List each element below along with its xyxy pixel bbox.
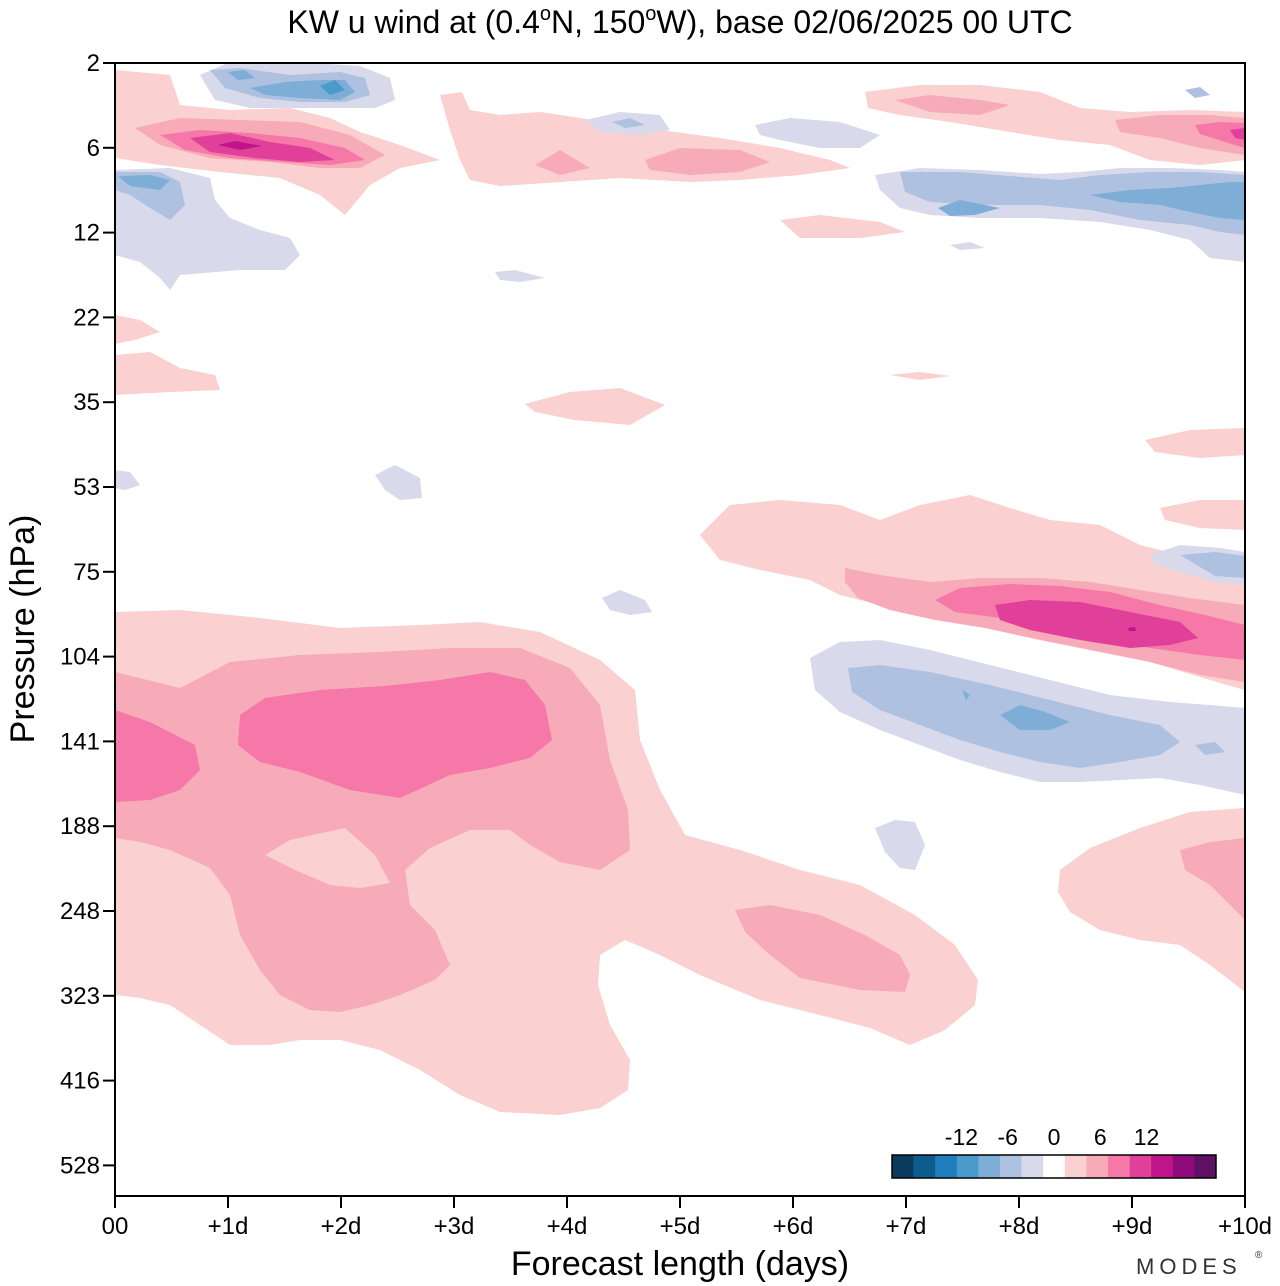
y-tick-label: 75 [73,559,100,586]
contour-region [115,315,160,344]
contour-region [780,215,905,238]
contour-region [238,672,552,798]
colorbar-swatch [1086,1155,1109,1178]
contour-region [1195,122,1245,148]
x-axis-title: Forecast length (days) [511,1245,849,1283]
x-tick-label: +2d [321,1213,362,1240]
y-tick-label: 22 [73,304,100,331]
y-axis: 2 6 12 22 35 53 75 104 141 188 248 323 416 528 [60,50,115,1179]
contour-region [890,372,950,380]
contour-region [1180,838,1245,920]
x-tick-label: +3d [434,1213,475,1240]
contour-region [1185,87,1210,98]
x-tick-label: +6d [773,1213,814,1240]
contour-region [602,590,652,615]
contour-region [228,70,255,80]
contour-region [612,118,645,128]
y-tick-label: 528 [60,1152,100,1179]
contour-region [265,828,390,888]
contour-fill [115,62,1245,1115]
colorbar-swatch [978,1155,1001,1178]
contour-region [1195,742,1225,755]
x-tick-label: +10d [1218,1213,1272,1240]
contour-region [190,133,335,162]
colorbar-swatch [1043,1155,1066,1178]
contour-region [1230,128,1245,140]
y-tick-label: 416 [60,1068,100,1095]
colorbar-swatch [892,1155,914,1178]
y-tick-label: 323 [60,983,100,1010]
contour-region [645,148,770,175]
y-tick-label: 188 [60,813,100,840]
contour-region [525,388,665,425]
colorbar-frame [891,1154,1217,1179]
colorbar-label: 0 [1048,1124,1061,1150]
x-tick-label: +9d [1112,1213,1153,1240]
contour-region [1128,627,1136,631]
contour-region [1090,182,1245,220]
y-tick-label: 2 [87,50,100,77]
colorbar-swatch [935,1155,958,1178]
contour-region [735,905,910,992]
contour-region [938,200,1000,216]
y-axis-title: Pressure (hPa) [4,515,42,744]
colorbar-swatch [913,1155,936,1178]
contour-region [495,270,545,282]
x-tick-label: +8d [999,1213,1040,1240]
contour-region [1180,552,1245,578]
contour-region [1000,705,1070,730]
y-tick-label: 12 [73,220,100,247]
colorbar: -12 -6 0 6 12 [891,1124,1217,1179]
contour-region [1160,500,1245,530]
modes-logo: MODES [1136,1254,1242,1279]
x-tick-label: +1d [208,1213,249,1240]
contour-region [950,242,985,250]
colorbar-swatch [1151,1155,1174,1178]
colorbar-label: 6 [1094,1124,1107,1150]
x-tick-label: 00 [102,1213,129,1240]
registered-mark: ® [1255,1250,1263,1261]
y-tick-label: 35 [73,389,100,416]
contour-region [115,352,220,395]
colorbar-swatch [1064,1155,1087,1178]
contour-region [115,710,200,802]
y-tick-label: 104 [60,644,100,671]
colorbar-swatch [1194,1155,1217,1178]
contour-region [755,118,880,148]
y-tick-label: 53 [73,474,100,501]
colorbar-swatch [1172,1155,1195,1178]
contour-region [900,172,1245,235]
contour-region [115,470,140,490]
x-tick-label: +7d [886,1213,927,1240]
colorbar-swatch [956,1155,979,1178]
y-tick-label: 141 [60,728,100,755]
contour-region [962,690,970,700]
contour-region [320,80,345,95]
y-tick-label: 6 [87,135,100,162]
colorbar-swatch [1000,1155,1022,1178]
colorbar-swatch [1108,1155,1130,1178]
colorbar-label: 12 [1134,1124,1160,1150]
y-tick-label: 248 [60,898,100,925]
contour-region [995,600,1198,648]
colorbar-swatch [1021,1155,1044,1178]
contour-region [895,95,1010,115]
contour-region [218,141,262,150]
contour-region [118,175,170,190]
colorbar-swatch [1129,1155,1152,1178]
contour-region [535,150,590,175]
x-tick-label: +4d [547,1213,588,1240]
contour-region [1145,428,1245,458]
contour-region [875,820,925,870]
contour-region [375,465,422,500]
x-tick-label: +5d [660,1213,701,1240]
colorbar-label: -12 [945,1124,978,1150]
x-axis: 00 +1d +2d +3d +4d +5d +6d +7d +8d +9d +10d [102,1196,1272,1240]
chart-title: KW u wind at (0.4oN, 150oW), base 02/06/… [287,3,1072,40]
colorbar-label: -6 [997,1124,1017,1150]
